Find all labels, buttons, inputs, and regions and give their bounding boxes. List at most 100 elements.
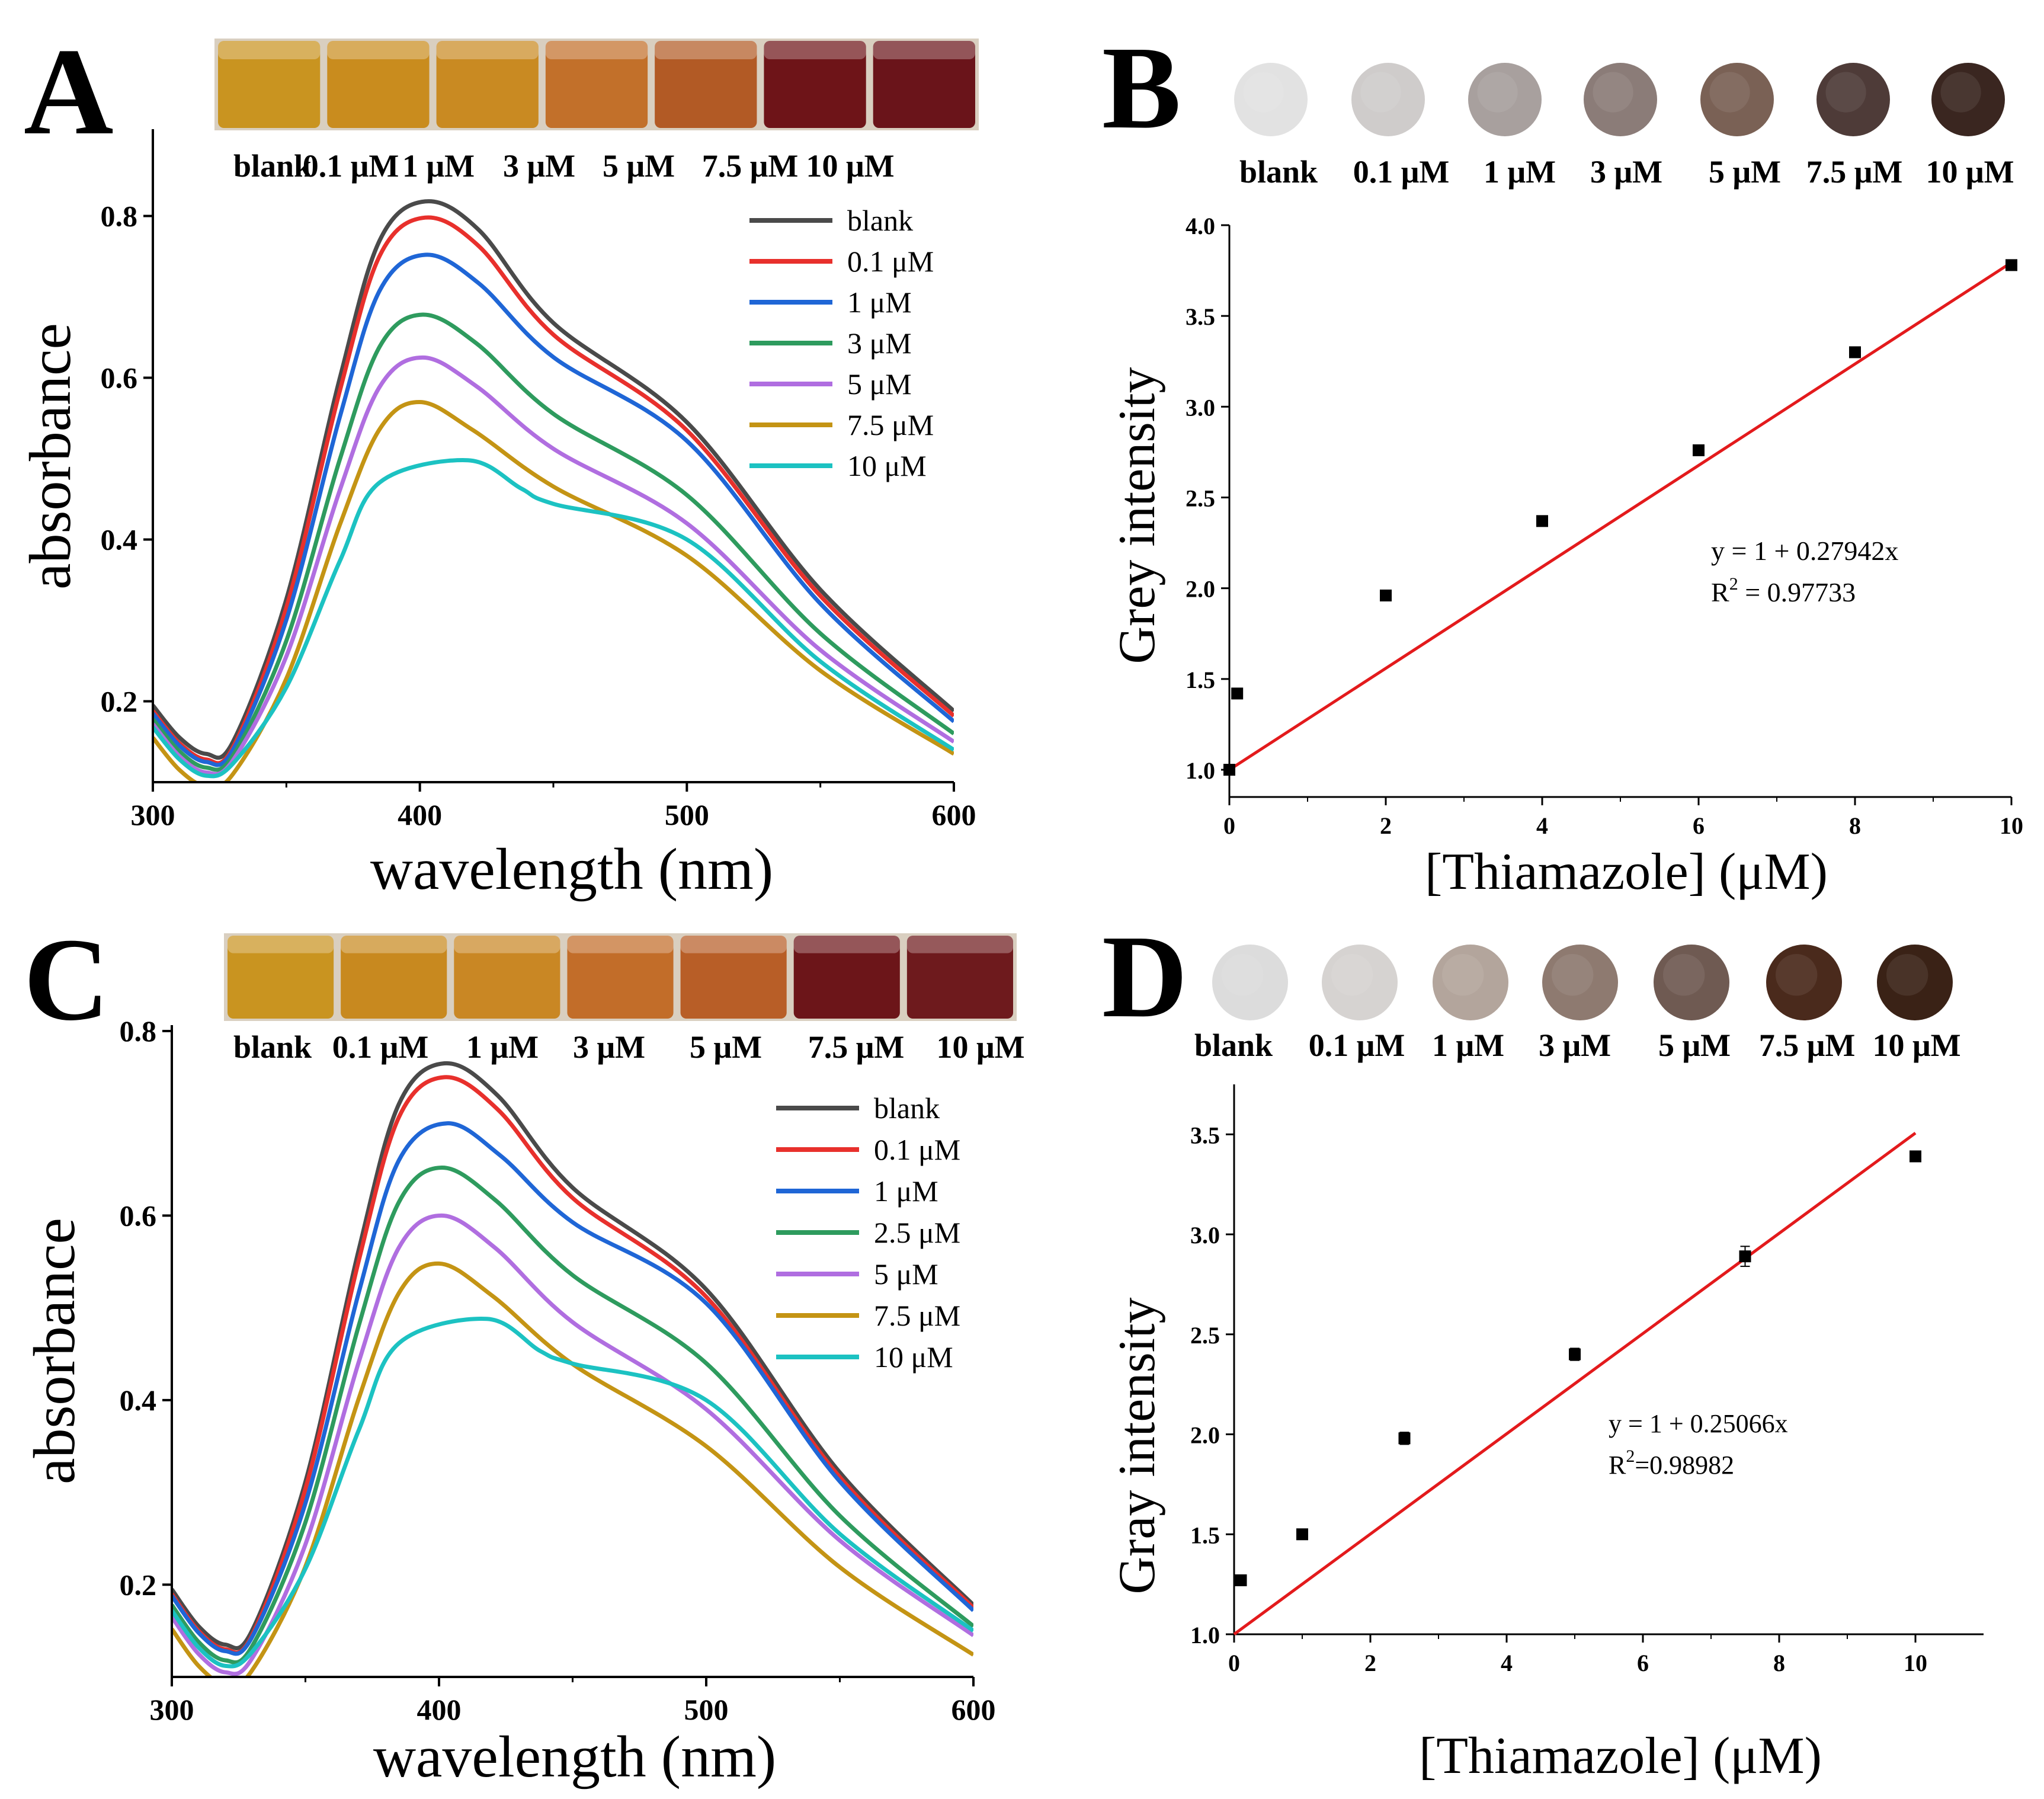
well [1542,945,1618,1020]
x-axis-label: wavelength (nm) [373,1724,776,1790]
well [1468,63,1542,136]
y-tick-label: 3.5 [1190,1122,1220,1148]
spectrum-line [172,1213,973,1676]
x-axis-label: [Thiamazole] (μM) [1425,843,1828,901]
spectrum-line [153,312,954,772]
y-axis-label: absorbance [21,1218,87,1484]
spectrum-line [172,1121,973,1656]
y-tick-label: 0.6 [120,1199,157,1232]
well-label: 10 μM [1926,154,2014,190]
data-point [1849,346,1861,358]
y-tick-label: 1.0 [1190,1622,1220,1648]
y-tick-label: 0.8 [101,200,138,233]
well-photo-row [1234,63,2005,136]
vial-label: blank [233,148,312,184]
fit-equation: y = 1 + 0.27942x [1711,536,1898,566]
fit-line [1233,1132,1917,1636]
vial-rim [906,936,1013,953]
x-tick-label: 300 [131,798,175,831]
x-tick-label: 500 [684,1693,729,1726]
vial-rim [764,41,866,59]
well-highlight [1477,72,1518,113]
spectrum-line [172,1317,973,1669]
well [1700,63,1774,136]
data-point [1910,1150,1921,1163]
vial [341,936,447,1019]
x-tick-label: 4 [1536,812,1548,839]
vial-label: 0.1 μM [303,148,399,184]
vial-photo-strip [214,39,979,130]
x-tick-label: 4 [1501,1650,1513,1676]
well-label: blank [1194,1027,1273,1063]
well-label: 0.1 μM [1309,1027,1405,1063]
legend-label: 2.5 μM [874,1216,960,1249]
legend-label: 0.1 μM [874,1133,960,1166]
well-label: 10 μM [1872,1027,1960,1063]
well [1877,945,1953,1020]
y-tick-label: 4.0 [1186,213,1215,239]
vial-label: 1 μM [402,148,475,184]
well-highlight [1776,954,1818,996]
panel-letter-a: A [24,23,114,161]
legend-label: 0.1 μM [847,245,934,278]
well-label: 3 μM [1590,154,1662,190]
well-highlight [1709,72,1750,113]
vial-label: 7.5 μM [702,148,799,184]
vial [218,41,321,128]
y-tick-label: 3.0 [1186,394,1215,421]
x-tick-label: 600 [951,1693,996,1726]
vial-label: 3 μM [573,1029,645,1065]
data-point [1739,1250,1751,1263]
x-tick-label: 400 [417,1693,462,1726]
well [1212,945,1288,1020]
vial-rim [327,41,430,59]
x-tick-label: 300 [150,1693,194,1726]
well-highlight [1442,954,1484,996]
well-highlight [1886,954,1928,996]
well [1931,63,2005,136]
x-tick-label: 2 [1380,812,1392,839]
legend-label: 5 μM [874,1257,938,1291]
legend-label: blank [847,204,913,237]
panel-letter-c: C [24,914,109,1045]
x-tick-label: 6 [1693,812,1705,839]
vial-rim [655,41,757,59]
well-label: 7.5 μM [1806,154,1903,190]
y-tick-label: 1.5 [1190,1522,1220,1548]
y-tick-label: 1.5 [1186,667,1215,693]
data-point [1398,1432,1411,1445]
well-highlight [1552,954,1594,996]
vial-rim [228,936,334,953]
x-tick-label: 600 [932,798,976,831]
y-tick-label: 0.2 [101,685,138,718]
legend-label: 10 μM [847,449,927,482]
well-photo-row [1212,945,1953,1020]
x-axis-label: wavelength (nm) [370,836,773,902]
panel-b: B blank 0.1 μM 1 μM 3 μM 5 μM 7.5 μM 10 μM 0 2 4… [1102,23,2023,901]
well [1234,63,1308,136]
legend-label: 1 μM [847,286,912,319]
vial-rim [341,936,447,953]
data-point [1231,687,1244,700]
data-point [1569,1348,1581,1361]
data-point [1380,589,1392,601]
well-highlight [1825,72,1866,113]
x-axis-label: [Thiamazole] (μM) [1419,1727,1822,1785]
vial-rim [436,41,539,59]
vial-label: 5 μM [690,1029,762,1065]
vial-photo-strip [224,933,1017,1021]
vial [436,41,539,128]
absorbance-spectra-plot: 300 400 500 600 0.2 0.4 0.6 0.8 blank 0.1 μM 1 μM 2… [120,1014,996,1726]
vial [793,936,900,1019]
x-tick-label: 500 [665,798,709,831]
y-tick-label: 0.4 [101,523,138,556]
y-axis-label: Grey intensity [1108,367,1166,664]
y-tick-label: 2.5 [1186,485,1215,512]
well [1766,945,1842,1020]
well-highlight [1222,954,1264,996]
